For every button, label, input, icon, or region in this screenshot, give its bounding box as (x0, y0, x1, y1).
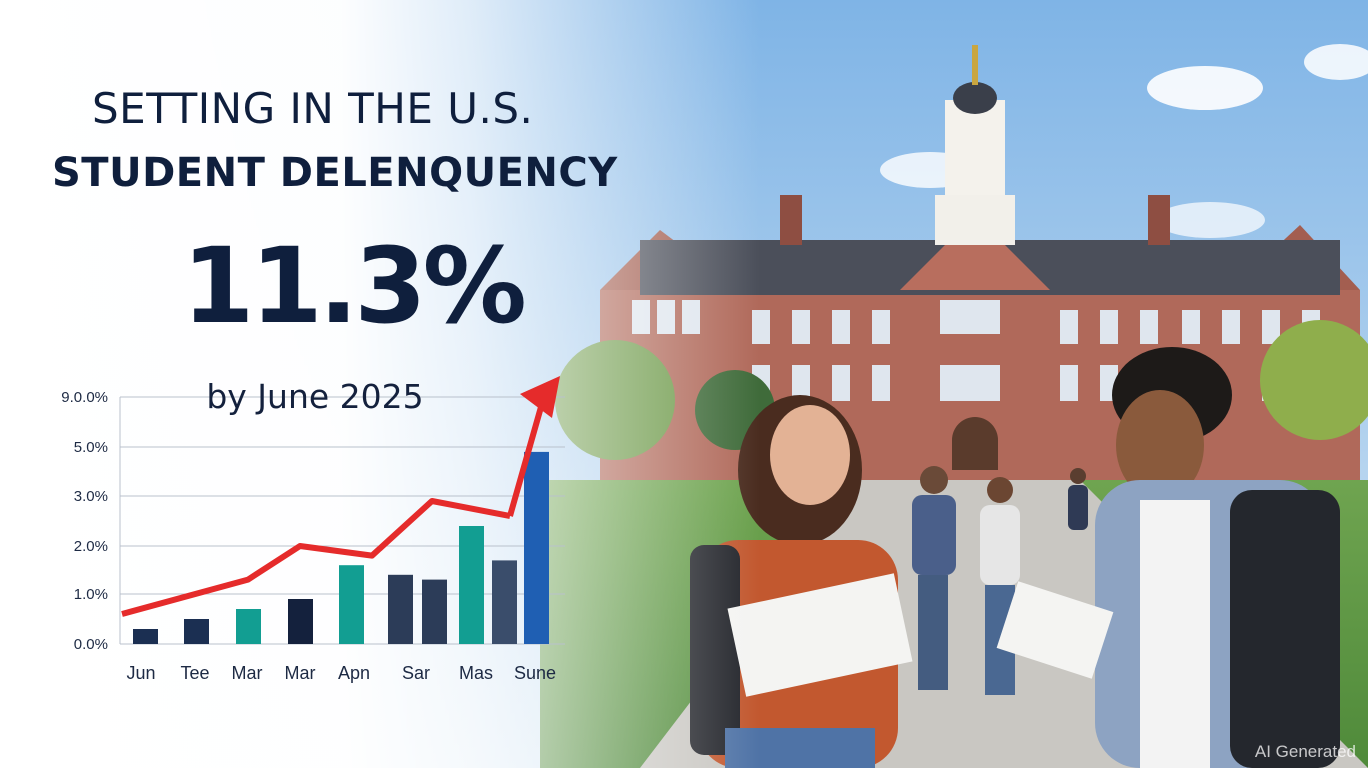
bar (339, 565, 364, 644)
y-tick-label: 9.0.0% (61, 389, 108, 406)
bar (388, 574, 413, 644)
student-man (996, 347, 1340, 768)
bar (133, 629, 158, 644)
bar (492, 560, 517, 644)
x-tick-label: Tee (180, 663, 209, 683)
ai-generated-watermark: AI Generated (1254, 742, 1356, 761)
bar (422, 579, 447, 644)
y-tick-label: 3.0% (74, 488, 108, 505)
x-tick-label: Sar (402, 663, 430, 683)
x-tick-label: Apn (338, 663, 370, 683)
arrow-head (520, 376, 560, 418)
white-gradient-overlay (0, 0, 760, 768)
chart-bars (133, 451, 549, 644)
delinquency-rate-value: 11.3% (182, 225, 527, 347)
trend-arrow (121, 376, 560, 617)
bar (459, 526, 484, 644)
y-tick-label: 5.0% (74, 439, 108, 456)
x-tick-label: Sune (514, 663, 556, 683)
y-tick-label: 0.0% (74, 636, 108, 653)
headline-line-1: SETTING IN THE U.S. (92, 84, 534, 133)
y-tick-label: 1.0% (74, 586, 108, 603)
trend-line-tail (507, 399, 546, 517)
delinquency-bar-chart: 0.0% 1.0% 2.0% 3.0% 5.0% 9.0.0% Jun Tee Mar Mar A… (61, 376, 565, 683)
headline-line-2: STUDENT DELENQUENCY (52, 150, 618, 196)
bar (288, 599, 313, 644)
bar (184, 619, 209, 644)
trend-line (121, 498, 511, 617)
x-axis-tick-labels: Jun Tee Mar Mar Apn Sar Mas Sune (126, 663, 556, 683)
bar (236, 609, 261, 644)
chart-subtitle: by June 2025 (206, 377, 423, 416)
y-axis-tick-labels: 0.0% 1.0% 2.0% 3.0% 5.0% 9.0.0% (61, 389, 108, 653)
x-tick-label: Mas (459, 663, 493, 683)
x-tick-label: Mar (285, 663, 316, 683)
bar (524, 451, 549, 644)
x-tick-label: Mar (232, 663, 263, 683)
y-tick-label: 2.0% (74, 538, 108, 555)
x-tick-label: Jun (126, 663, 155, 683)
